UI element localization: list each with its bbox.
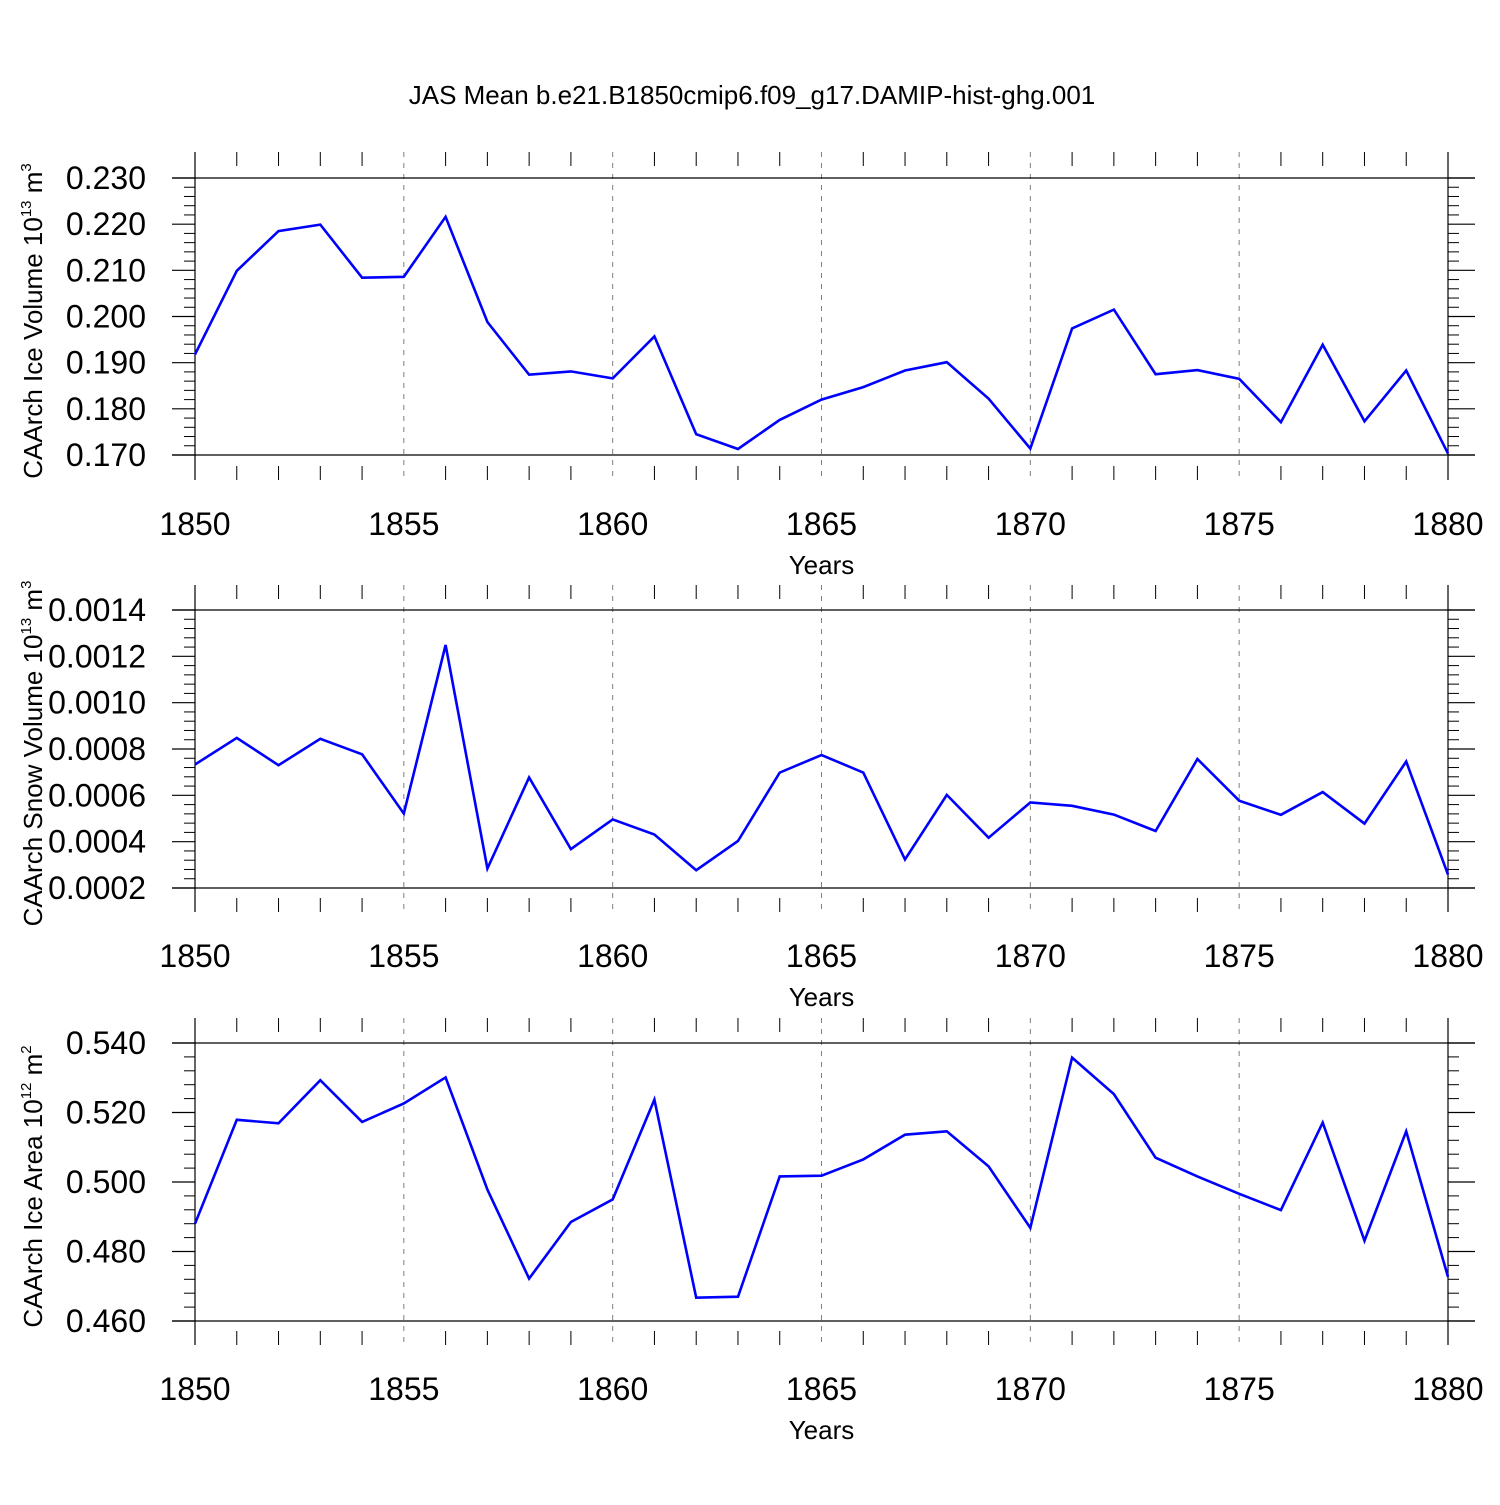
x-tick-label: 1865 — [786, 506, 857, 542]
y-label-superscript: 12 — [18, 1083, 35, 1100]
x-tick-label: 1860 — [577, 1371, 648, 1407]
y-label-text: CAArch Snow Volume 10 — [18, 634, 48, 926]
y-tick-label: 0.500 — [66, 1164, 146, 1200]
y-tick-label: 0.0008 — [48, 731, 146, 767]
y-label-superscript: 13 — [18, 618, 35, 635]
y-label-text: CAArch Ice Volume 10 — [18, 217, 48, 479]
x-tick-label: 1855 — [368, 1371, 439, 1407]
chart-title: JAS Mean b.e21.B1850cmip6.f09_g17.DAMIP-… — [409, 80, 1096, 110]
x-tick-label: 1880 — [1412, 1371, 1483, 1407]
y-label-superscript: 2 — [18, 1045, 35, 1053]
x-tick-label: 1875 — [1204, 938, 1275, 974]
y-label-text: CAArch Ice Area 10 — [18, 1099, 48, 1327]
y-tick-label: 0.0002 — [48, 870, 146, 906]
y-axis-label: CAArch Snow Volume 1013 m3 — [18, 581, 48, 927]
x-tick-label: 1850 — [159, 506, 230, 542]
y-label-superscript: 3 — [18, 163, 35, 171]
x-tick-label: 1870 — [995, 1371, 1066, 1407]
x-tick-label: 1855 — [368, 938, 439, 974]
panel-1: 0.170 0.180 0.190 0.200 0.210 0.220 0.230 1850 1… — [18, 152, 1484, 580]
x-tick-label: 1850 — [159, 1371, 230, 1407]
x-tick-label: 1870 — [995, 506, 1066, 542]
x-axis-label: Years — [789, 550, 855, 580]
x-tick-label: 1875 — [1204, 1371, 1275, 1407]
y-label-superscript: 3 — [18, 581, 35, 589]
panel-2: 0.0002 0.0004 0.0006 0.0008 0.0010 0.0012 0.00… — [18, 581, 1484, 1012]
y-tick-label: 0.520 — [66, 1095, 146, 1131]
x-tick-label: 1870 — [995, 938, 1066, 974]
y-tick-label: 0.0014 — [48, 592, 146, 628]
y-tick-label: 0.170 — [66, 437, 146, 473]
x-tick-label: 1880 — [1412, 506, 1483, 542]
y-label-text: m — [18, 1054, 48, 1083]
y-tick-label: 0.180 — [66, 391, 146, 427]
x-tick-label: 1865 — [786, 938, 857, 974]
y-label-text: m — [18, 589, 48, 618]
y-tick-label: 0.230 — [66, 160, 146, 196]
y-tick-label: 0.460 — [66, 1303, 146, 1339]
x-tick-label: 1855 — [368, 506, 439, 542]
y-tick-label: 0.480 — [66, 1234, 146, 1270]
y-tick-label: 0.540 — [66, 1025, 146, 1061]
y-label-superscript: 13 — [18, 200, 35, 217]
y-tick-label: 0.0006 — [48, 777, 146, 813]
x-tick-label: 1860 — [577, 938, 648, 974]
y-axis-label: CAArch Ice Volume 1013 m3 — [18, 163, 48, 479]
y-tick-label: 0.200 — [66, 299, 146, 335]
x-tick-label: 1860 — [577, 506, 648, 542]
x-tick-label: 1865 — [786, 1371, 857, 1407]
panel-3: 0.460 0.480 0.500 0.520 0.540 1850 1855 1860 186… — [18, 1018, 1484, 1445]
y-tick-label: 0.190 — [66, 345, 146, 381]
y-tick-label: 0.210 — [66, 252, 146, 288]
x-tick-label: 1850 — [159, 938, 230, 974]
y-tick-label: 0.0004 — [48, 824, 146, 860]
y-tick-label: 0.0010 — [48, 685, 146, 721]
y-tick-label: 0.220 — [66, 206, 146, 242]
y-tick-label: 0.0012 — [48, 638, 146, 674]
y-label-text: m — [18, 172, 48, 201]
x-axis-label: Years — [789, 982, 855, 1012]
x-tick-label: 1875 — [1204, 506, 1275, 542]
x-tick-label: 1880 — [1412, 938, 1483, 974]
y-axis-label: CAArch Ice Area 1012 m2 — [18, 1045, 48, 1327]
x-axis-label: Years — [789, 1415, 855, 1445]
